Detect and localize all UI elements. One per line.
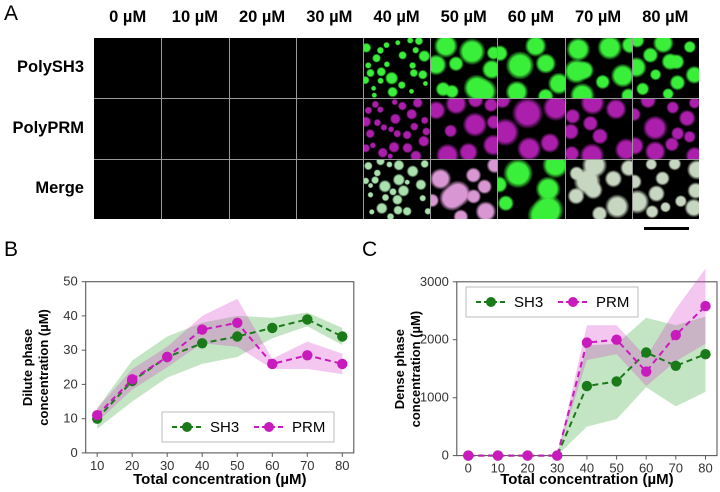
- svg-text:0: 0: [70, 445, 77, 460]
- svg-text:Total concentration (µM): Total concentration (µM): [133, 471, 306, 488]
- svg-text:10: 10: [63, 411, 77, 426]
- svg-text:2000: 2000: [420, 332, 449, 347]
- svg-text:Total concentration (µM): Total concentration (µM): [500, 471, 673, 488]
- svg-text:80: 80: [698, 461, 712, 476]
- svg-text:20: 20: [63, 376, 77, 391]
- svg-text:SH3: SH3: [514, 294, 543, 311]
- svg-text:0: 0: [465, 461, 472, 476]
- svg-text:1000: 1000: [420, 390, 449, 405]
- svg-text:10: 10: [90, 458, 104, 473]
- svg-text:PRM: PRM: [596, 294, 629, 311]
- svg-text:SH3: SH3: [210, 419, 239, 436]
- svg-text:PRM: PRM: [292, 419, 325, 436]
- svg-text:3000: 3000: [420, 274, 449, 289]
- svg-text:40: 40: [63, 308, 77, 323]
- svg-text:50: 50: [63, 274, 77, 289]
- svg-text:80: 80: [335, 458, 349, 473]
- svg-text:30: 30: [63, 342, 77, 357]
- svg-text:0: 0: [442, 448, 449, 463]
